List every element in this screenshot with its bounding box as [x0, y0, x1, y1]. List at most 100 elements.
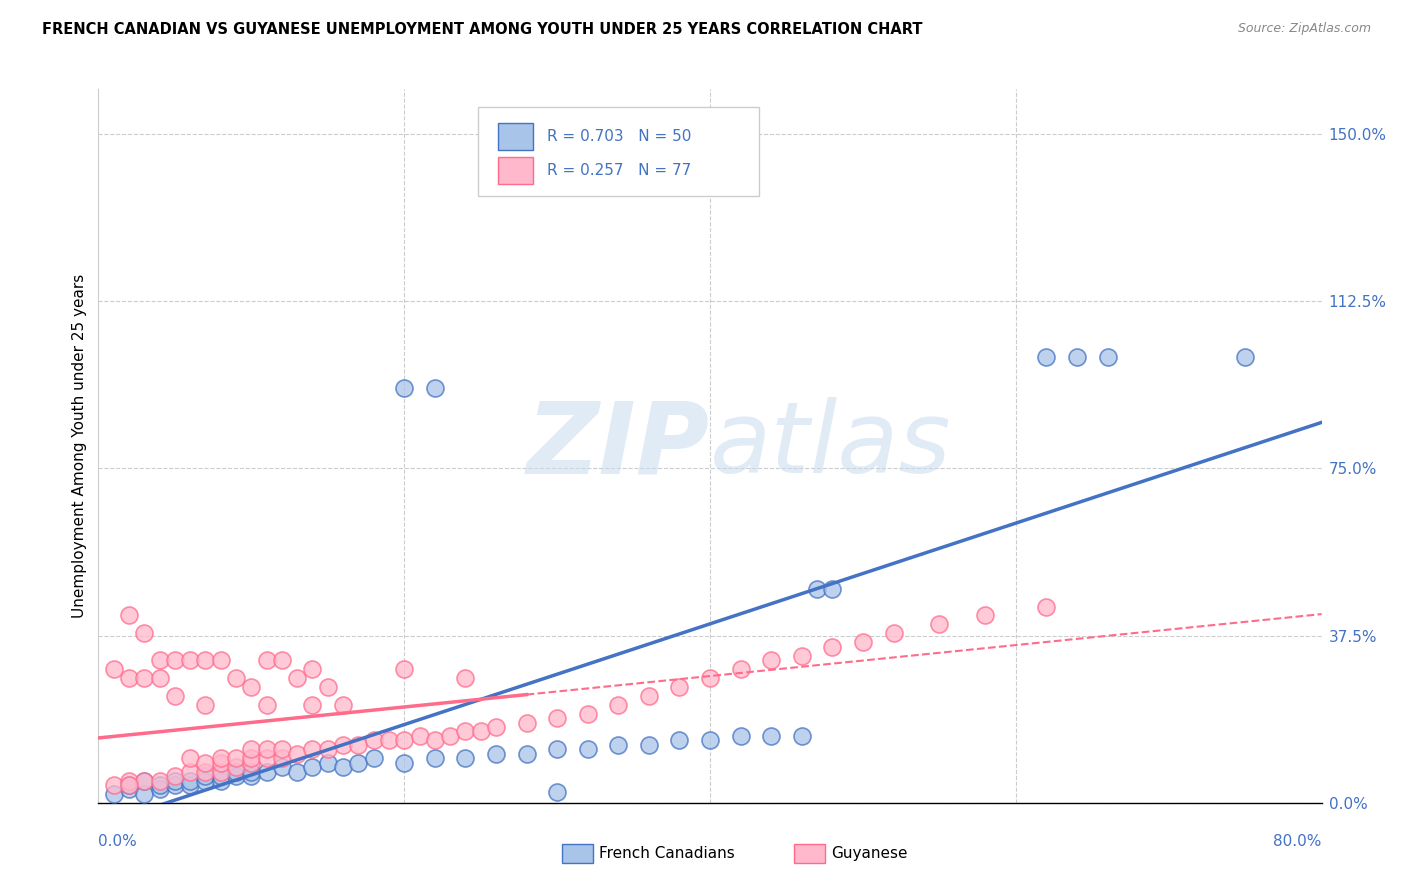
- Point: [209, 764, 232, 779]
- Point: [149, 773, 172, 788]
- Point: [256, 698, 278, 712]
- Point: [270, 742, 292, 756]
- Point: [118, 671, 141, 685]
- Point: [485, 747, 508, 761]
- Point: [103, 787, 125, 801]
- Point: [363, 733, 385, 747]
- Point: [285, 747, 308, 761]
- Point: [270, 760, 292, 774]
- Point: [408, 729, 430, 743]
- Text: R = 0.703   N = 50: R = 0.703 N = 50: [547, 128, 692, 144]
- Point: [225, 764, 247, 779]
- Point: [194, 769, 217, 783]
- Point: [607, 698, 630, 712]
- Point: [316, 742, 339, 756]
- Point: [423, 381, 446, 395]
- Point: [759, 653, 782, 667]
- Point: [668, 680, 690, 694]
- Point: [134, 671, 156, 685]
- Point: [1035, 350, 1057, 364]
- Point: [134, 626, 156, 640]
- Point: [103, 662, 125, 676]
- Point: [225, 769, 247, 783]
- Point: [149, 778, 172, 792]
- Point: [285, 764, 308, 779]
- Point: [179, 778, 201, 792]
- Point: [134, 773, 156, 788]
- Point: [576, 706, 599, 721]
- Point: [194, 764, 217, 779]
- Y-axis label: Unemployment Among Youth under 25 years: Unemployment Among Youth under 25 years: [72, 274, 87, 618]
- Point: [546, 742, 568, 756]
- Point: [149, 782, 172, 797]
- Point: [607, 738, 630, 752]
- Point: [423, 751, 446, 765]
- Point: [163, 773, 186, 788]
- Point: [730, 662, 752, 676]
- Point: [209, 756, 232, 770]
- Point: [1234, 350, 1257, 364]
- FancyBboxPatch shape: [478, 107, 759, 196]
- Point: [363, 751, 385, 765]
- Point: [209, 653, 232, 667]
- Point: [163, 653, 186, 667]
- Point: [240, 680, 263, 694]
- Point: [699, 733, 721, 747]
- Point: [392, 381, 416, 395]
- Point: [225, 671, 247, 685]
- Point: [332, 760, 354, 774]
- Point: [118, 773, 141, 788]
- Point: [332, 698, 354, 712]
- Point: [301, 662, 323, 676]
- Point: [806, 582, 828, 596]
- Point: [118, 782, 141, 797]
- Point: [240, 751, 263, 765]
- Point: [270, 653, 292, 667]
- Text: atlas: atlas: [710, 398, 952, 494]
- Point: [240, 742, 263, 756]
- Point: [194, 653, 217, 667]
- Point: [179, 764, 201, 779]
- Point: [149, 653, 172, 667]
- Point: [974, 608, 997, 623]
- Point: [103, 778, 125, 792]
- Point: [209, 773, 232, 788]
- Point: [179, 773, 201, 788]
- Point: [118, 778, 141, 792]
- Point: [225, 760, 247, 774]
- Point: [179, 653, 201, 667]
- Point: [163, 689, 186, 703]
- Point: [1097, 350, 1119, 364]
- Point: [179, 751, 201, 765]
- Point: [637, 689, 661, 703]
- Point: [821, 582, 844, 596]
- Point: [637, 738, 661, 752]
- Point: [209, 751, 232, 765]
- Point: [347, 738, 370, 752]
- Point: [240, 764, 263, 779]
- Point: [470, 724, 492, 739]
- Point: [134, 787, 156, 801]
- Text: 80.0%: 80.0%: [1274, 834, 1322, 849]
- Point: [118, 778, 141, 792]
- Point: [516, 715, 538, 730]
- Point: [576, 742, 599, 756]
- Point: [194, 756, 217, 770]
- Point: [316, 756, 339, 770]
- Point: [209, 769, 232, 783]
- Point: [790, 648, 813, 663]
- Point: [821, 640, 844, 654]
- Point: [759, 729, 782, 743]
- Point: [149, 671, 172, 685]
- Point: [285, 671, 308, 685]
- Point: [225, 751, 247, 765]
- Point: [392, 733, 416, 747]
- Text: R = 0.257   N = 77: R = 0.257 N = 77: [547, 163, 692, 178]
- Point: [256, 751, 278, 765]
- Text: Guyanese: Guyanese: [831, 847, 907, 861]
- Point: [301, 742, 323, 756]
- Point: [546, 711, 568, 725]
- Point: [699, 671, 721, 685]
- Text: Source: ZipAtlas.com: Source: ZipAtlas.com: [1237, 22, 1371, 36]
- Point: [240, 769, 263, 783]
